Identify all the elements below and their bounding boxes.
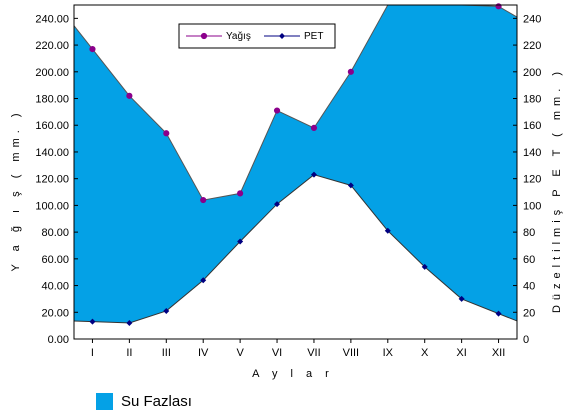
x-tick-label: X xyxy=(421,347,429,359)
right-tick-label: 40 xyxy=(523,281,535,293)
pet-line xyxy=(73,174,518,324)
left-tick-label: 140.00 xyxy=(35,147,69,159)
x-tick-label: VI xyxy=(272,347,282,359)
legend-marker-pet xyxy=(279,33,285,39)
yagis-point xyxy=(163,130,170,137)
yagis-point xyxy=(200,196,207,204)
left-tick-label: 180.00 xyxy=(35,94,69,106)
right-tick-label: 0 xyxy=(523,334,529,346)
yagis-point xyxy=(89,45,96,53)
right-tick-label: 180 xyxy=(523,94,541,106)
left-tick-label: 20.00 xyxy=(41,307,69,319)
x-tick-label: XII xyxy=(492,347,505,359)
pet-point xyxy=(126,319,133,326)
x-axis: I II III IV V VI VII VIII IX X XI XII xyxy=(91,339,505,359)
legend-marker-yagis xyxy=(200,32,208,40)
pet-point xyxy=(274,201,281,208)
x-tick-label: IX xyxy=(383,347,394,359)
right-tick-label: 220 xyxy=(523,40,541,52)
x-tick-label: XI xyxy=(456,347,466,359)
y-axis-title-left: Y a ğ ı ş ( mm. ) xyxy=(10,108,22,271)
left-tick-label: 120.00 xyxy=(35,174,69,186)
right-tick-label: 100 xyxy=(523,200,541,212)
right-tick-label: 80 xyxy=(523,227,535,239)
x-tick-label: V xyxy=(236,347,244,359)
pet-point xyxy=(384,227,391,234)
legend-label-pet: PET xyxy=(304,31,323,42)
plot-area-fills xyxy=(74,5,517,323)
right-tick-label: 120 xyxy=(523,174,541,186)
x-tick-label: IV xyxy=(198,347,209,359)
left-tick-label: 200.00 xyxy=(35,67,69,79)
su-fazlasi-area xyxy=(74,5,517,323)
series-markers xyxy=(89,3,502,326)
right-tick-label: 240 xyxy=(523,13,541,25)
x-tick-label: VII xyxy=(307,347,320,359)
pet-point xyxy=(163,307,170,314)
left-tick-label: 60.00 xyxy=(41,254,69,266)
pet-point xyxy=(495,310,502,317)
left-tick-label: 220.00 xyxy=(35,40,69,52)
yagis-point xyxy=(310,124,318,132)
pet-point xyxy=(89,318,96,325)
x-tick-label: II xyxy=(126,347,132,359)
left-tick-label: 240.00 xyxy=(35,13,69,25)
plot-frame xyxy=(73,4,518,340)
pet-point xyxy=(310,171,317,178)
right-tick-label: 140 xyxy=(523,147,541,159)
su-fazlasi-label: Su Fazlası xyxy=(121,393,192,410)
left-tick-label: 0.00 xyxy=(48,334,69,346)
x-axis-title: A y l a r xyxy=(252,368,334,380)
x-tick-label: VIII xyxy=(343,347,360,359)
yagis-point xyxy=(237,190,244,197)
right-tick-label: 60 xyxy=(523,254,535,266)
legend: Yağış PET xyxy=(178,23,336,49)
x-tick-label: III xyxy=(162,347,171,359)
left-tick-label: 160.00 xyxy=(35,120,69,132)
yagis-point xyxy=(273,107,281,114)
yagis-point xyxy=(126,92,133,99)
pet-point xyxy=(347,182,354,189)
pet-point xyxy=(200,277,207,284)
y-axis-title-right: Düzeltilmiş P E T ( mm. ) xyxy=(551,67,563,313)
x-tick-label: I xyxy=(91,347,94,359)
right-tick-label: 200 xyxy=(523,67,541,79)
left-axis: 0.00 20.00 40.00 60.00 80.00 100.00 120.00 140.… xyxy=(35,13,78,346)
yagis-point xyxy=(347,68,354,75)
pet-point xyxy=(421,263,428,270)
left-tick-label: 100.00 xyxy=(35,200,69,212)
right-tick-label: 20 xyxy=(523,307,535,319)
right-axis: 0 20 40 60 80 100 120 140 160 180 200 220 240 xyxy=(513,13,541,346)
legend-label-yagis: Yağış xyxy=(226,31,251,42)
bottom-legend: Su Fazlası xyxy=(96,393,192,410)
right-tick-label: 160 xyxy=(523,120,541,132)
pet-point xyxy=(237,238,244,245)
su-fazlasi-swatch xyxy=(96,393,113,410)
left-tick-label: 40.00 xyxy=(41,281,69,293)
pet-point xyxy=(458,295,465,302)
left-tick-label: 80.00 xyxy=(41,227,69,239)
